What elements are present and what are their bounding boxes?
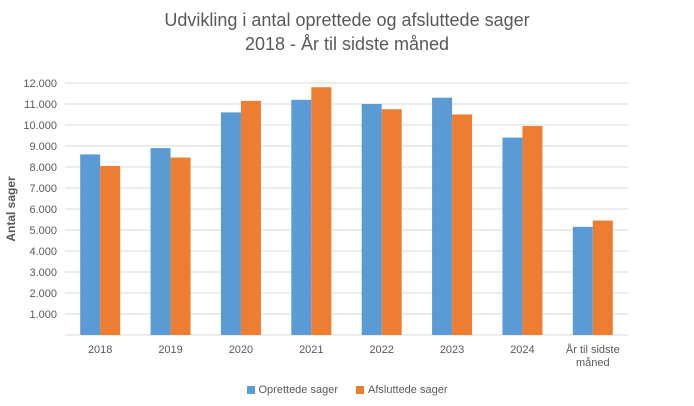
x-tick-label: 2018 bbox=[88, 344, 112, 356]
legend-item-afsluttede: Afsluttede sager bbox=[356, 384, 448, 396]
x-tick-label: År til sidste måned bbox=[566, 343, 620, 369]
bar-afsluttede-2 bbox=[240, 100, 261, 335]
bar-oprettede-7 bbox=[572, 226, 593, 335]
y-tick-label: 3.000 bbox=[29, 267, 57, 279]
y-tick-label: 11.000 bbox=[24, 99, 57, 111]
x-tick-label: 2021 bbox=[299, 344, 323, 356]
bar-afsluttede-5 bbox=[452, 114, 473, 335]
bar-oprettede-6 bbox=[502, 137, 523, 335]
y-tick-label: 8.000 bbox=[29, 162, 57, 174]
bar-oprettede-1 bbox=[150, 148, 171, 335]
legend-swatch-afsluttede bbox=[356, 386, 364, 394]
legend-label-afsluttede: Afsluttede sager bbox=[368, 384, 448, 396]
y-tick-label: 5.000 bbox=[29, 225, 57, 237]
bar-afsluttede-4 bbox=[381, 109, 402, 335]
y-axis-label: Antal sager bbox=[4, 176, 18, 242]
legend-item-oprettede: Oprettede sager bbox=[246, 384, 339, 396]
bar-oprettede-5 bbox=[432, 97, 453, 335]
y-tick-label: 2.000 bbox=[29, 288, 57, 300]
x-tick-label: 2024 bbox=[510, 344, 534, 356]
bar-afsluttede-6 bbox=[522, 126, 543, 335]
y-tick-label: 6.000 bbox=[29, 204, 57, 216]
bar-oprettede-4 bbox=[361, 104, 382, 335]
y-tick-label: 10.000 bbox=[23, 120, 57, 132]
y-tick-label: 9.000 bbox=[29, 141, 57, 153]
legend-swatch-oprettede bbox=[246, 386, 255, 394]
bar-oprettede-3 bbox=[291, 99, 312, 335]
chart-title: Udvikling i antal oprettede og afslutted… bbox=[164, 10, 530, 30]
x-tick-label: 2019 bbox=[158, 344, 182, 356]
chart-subtitle: 2018 - År til sidste måned bbox=[244, 34, 450, 54]
y-tick-label: 12.000 bbox=[23, 78, 57, 90]
legend: Oprettede sager Afsluttede sager bbox=[0, 384, 694, 396]
y-tick-label: 4.000 bbox=[29, 246, 57, 258]
bar-afsluttede-1 bbox=[170, 157, 191, 335]
legend-label-oprettede: Oprettede sager bbox=[258, 384, 339, 396]
x-tick-label: 2023 bbox=[440, 344, 464, 356]
bar-afsluttede-7 bbox=[592, 220, 613, 335]
bar-oprettede-0 bbox=[80, 154, 101, 335]
bar-afsluttede-3 bbox=[311, 87, 332, 335]
x-tick-label: 2020 bbox=[229, 344, 253, 356]
y-tick-label: 7.000 bbox=[29, 183, 57, 195]
x-tick-label: 2022 bbox=[369, 344, 393, 356]
bar-afsluttede-0 bbox=[100, 165, 121, 335]
bar-oprettede-2 bbox=[220, 112, 241, 336]
y-tick-label: 1.000 bbox=[29, 309, 57, 321]
